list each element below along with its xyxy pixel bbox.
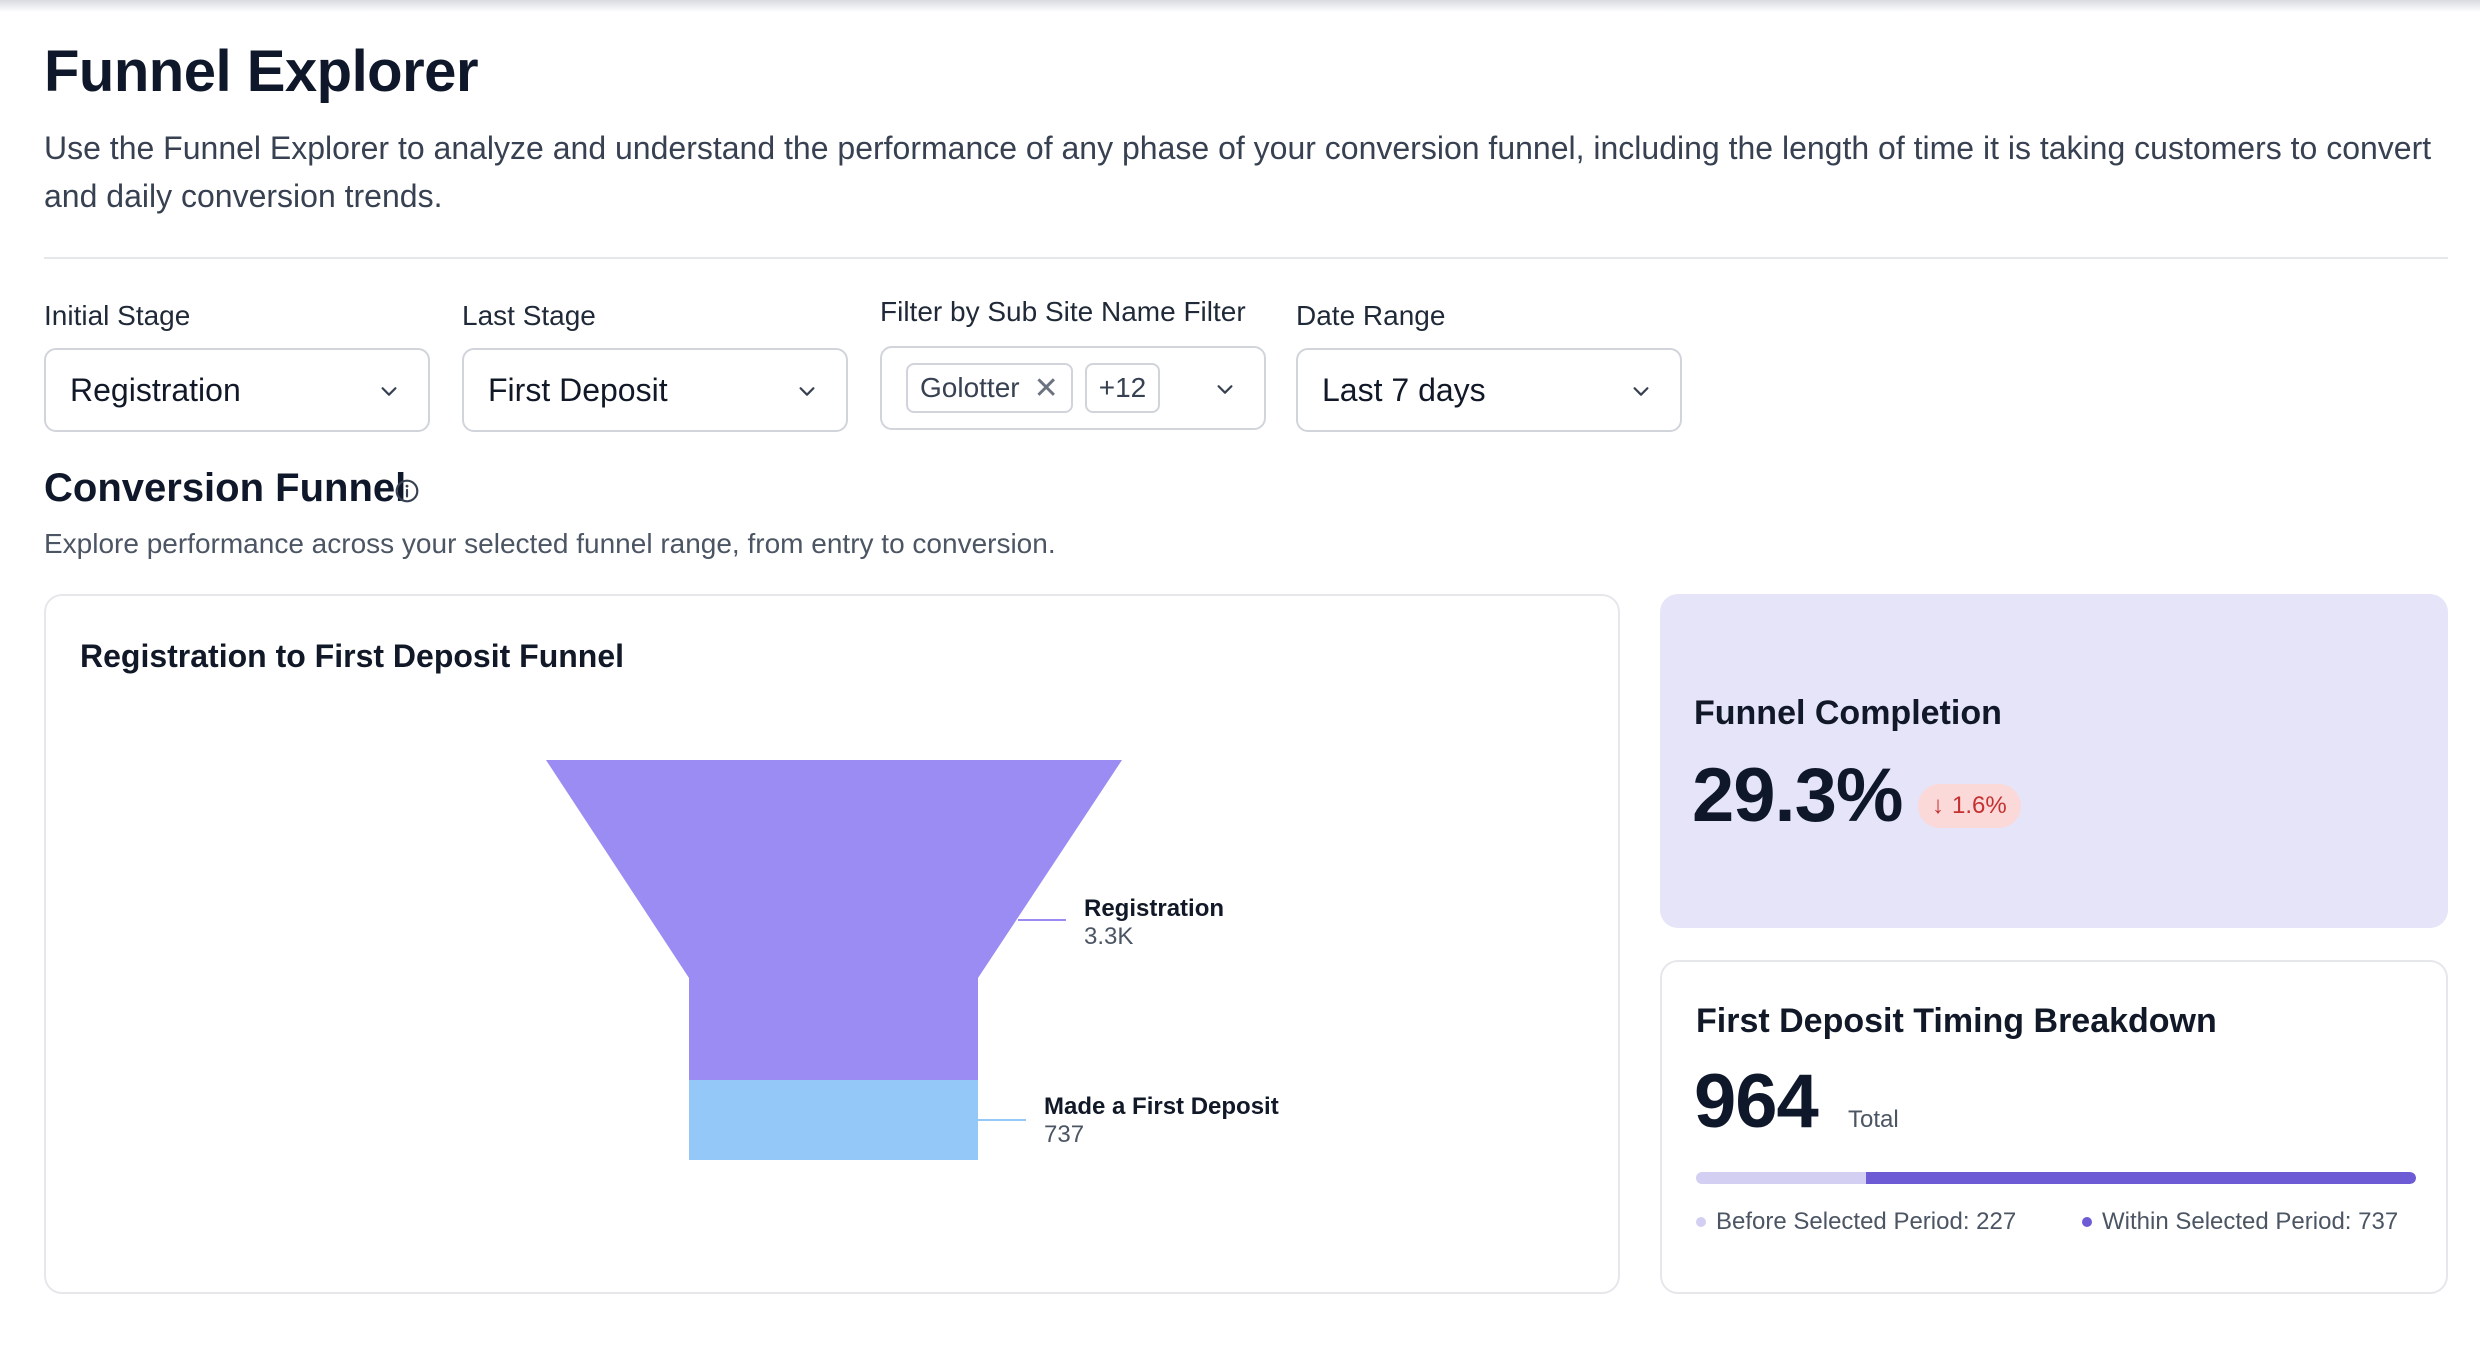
info-icon[interactable] [394,478,420,504]
page-description: Use the Funnel Explorer to analyze and u… [44,130,2432,214]
last-stage-select[interactable]: First Deposit [462,348,848,432]
chevron-down-icon [1217,385,1233,394]
more-chips-badge[interactable]: +12 [1084,363,1161,413]
legend-within: Within Selected Period: 737 [2082,1208,2398,1236]
funnel-card: Registration to First Deposit Funnel Reg… [44,594,1620,1294]
date-range-select[interactable]: Last 7 days [1296,348,1682,432]
funnel-completion-card: Funnel Completion 29.3% ↓ 1.6% [1660,594,2448,928]
date-range-value: Last 7 days [1322,371,1486,408]
timing-breakdown-card: First Deposit Timing Breakdown 964 Total… [1660,960,2448,1294]
funnel-card-title: Registration to First Deposit Funnel [80,638,625,674]
section-title: Conversion Funnel [44,466,407,510]
funnel-stage-first-deposit[interactable] [689,1080,978,1160]
date-range-label: Date Range [1296,300,1446,331]
sub-site-multiselect[interactable]: Golotter ✕ +12 [880,346,1266,430]
more-chips-count: +12 [1098,372,1147,403]
close-icon[interactable]: ✕ [1033,371,1059,405]
initial-stage-value: Registration [70,371,241,408]
sub-site-chip: Golotter ✕ [906,363,1073,413]
divider [44,257,2448,259]
legend-before-label: Before Selected Period: 227 [1716,1208,2017,1235]
sub-site-label: Filter by Sub Site Name Filter [880,296,1246,327]
timing-progress-bar [1696,1172,2416,1184]
top-bar [0,0,2480,12]
timing-breakdown-title: First Deposit Timing Breakdown [1696,1002,2217,1040]
legend-dot-within [2082,1217,2092,1227]
funnel-completion-title: Funnel Completion [1694,694,2002,732]
chevron-down-icon [381,387,397,396]
change-value: 1.6% [1952,792,2007,819]
first-deposit-stage-name: Made a First Deposit [1044,1093,1279,1120]
funnel-chart: Registration 3.3K Made a First Deposit 7… [546,760,1279,1160]
initial-stage-label: Initial Stage [44,300,191,331]
legend-before: Before Selected Period: 227 [1696,1208,2016,1236]
chevron-down-icon [1633,387,1649,396]
first-deposit-stage-value: 737 [1044,1121,1084,1148]
initial-stage-select[interactable]: Registration [44,348,430,432]
within-period-fill [1866,1172,2416,1184]
legend-within-label: Within Selected Period: 737 [2102,1208,2399,1235]
funnel-completion-value: 29.3% [1692,753,1903,838]
last-stage-value: First Deposit [488,371,668,408]
sub-site-chip-label: Golotter [920,372,1020,403]
timing-total-value: 964 [1694,1059,1819,1144]
page-title: Funnel Explorer [44,39,479,104]
funnel-stage-registration[interactable] [546,760,1122,1080]
timing-total-label: Total [1848,1106,1899,1133]
legend-dot-before [1696,1217,1706,1227]
section-description: Explore performance across your selected… [44,528,1056,559]
arrow-down-icon: ↓ [1932,792,1944,819]
registration-stage-value: 3.3K [1084,923,1133,950]
registration-stage-name: Registration [1084,895,1224,922]
change-badge: ↓ 1.6% [1918,784,2021,828]
chevron-down-icon [799,387,815,396]
last-stage-label: Last Stage [462,300,596,331]
